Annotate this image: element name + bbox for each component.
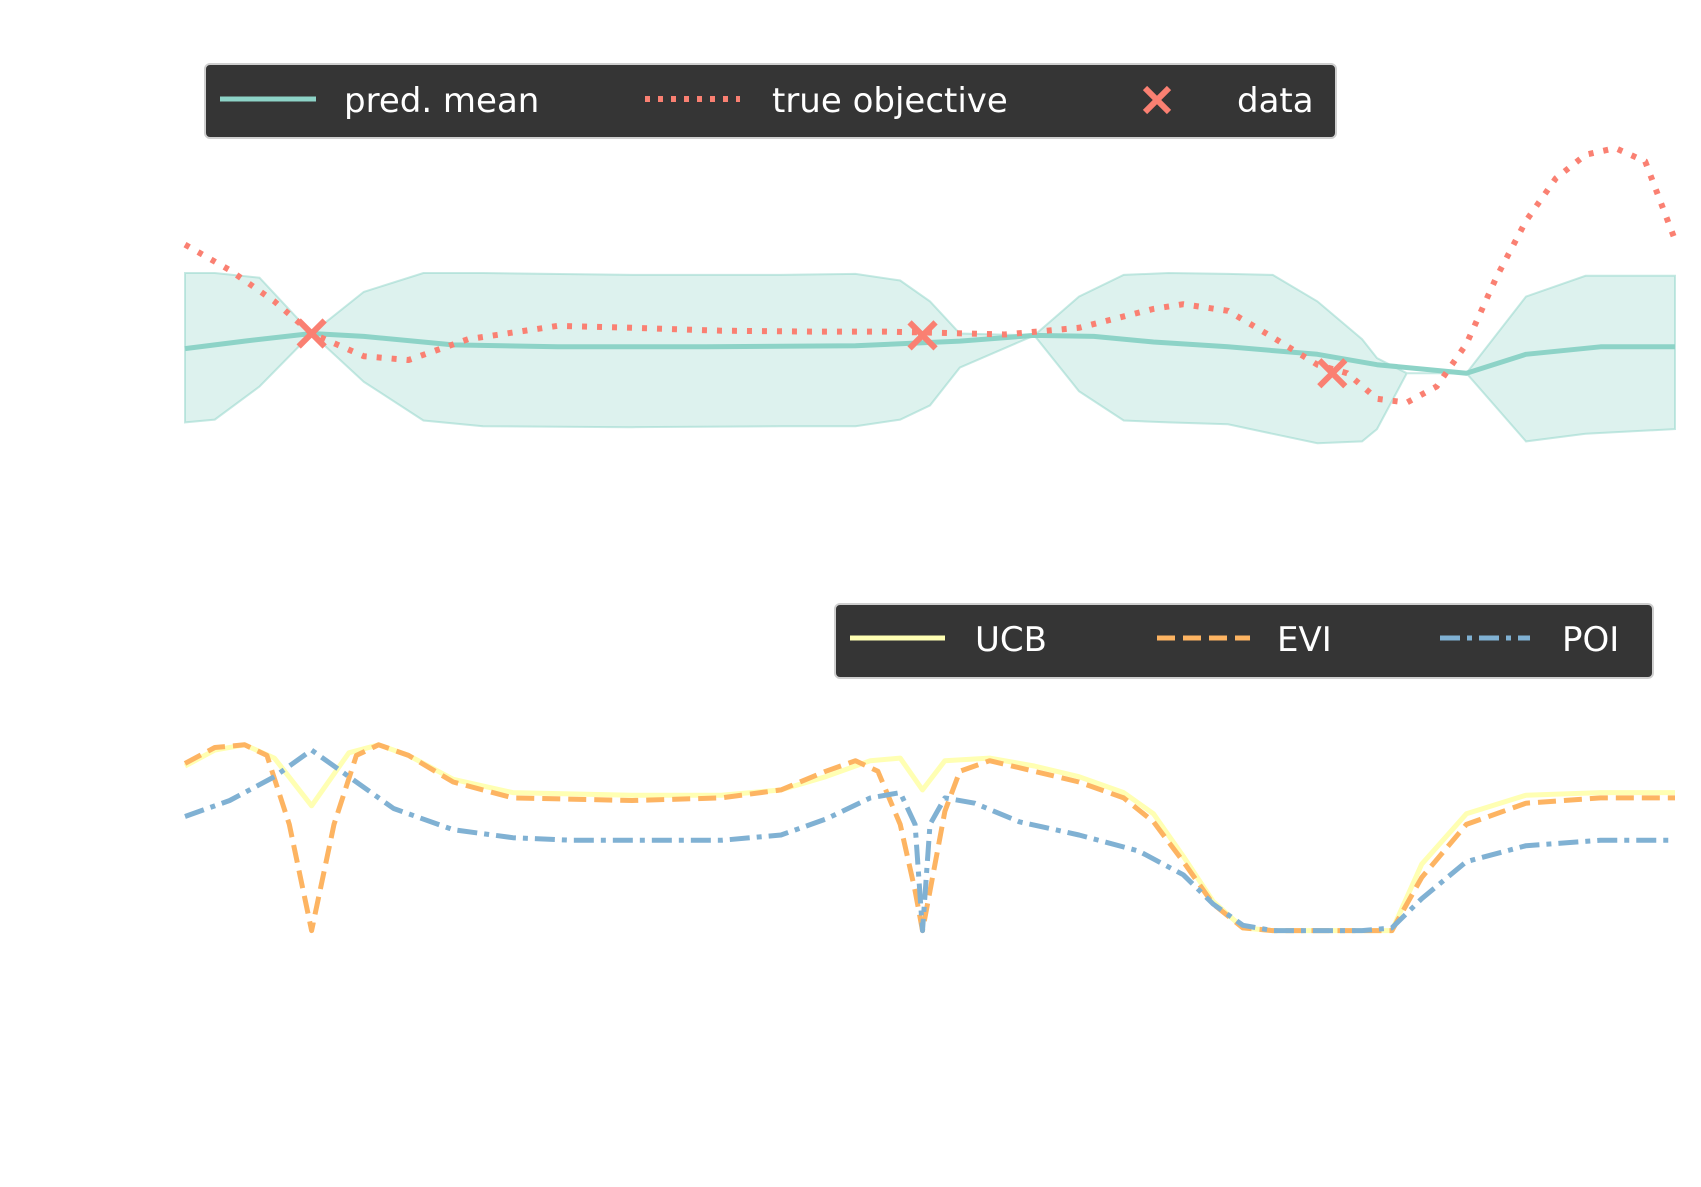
top-legend: pred. mean true objective data: [204, 63, 1337, 139]
confidence-band: [184, 271, 1676, 445]
series-evi-line: [183, 742, 1675, 934]
legend-true-objective-label: true objective: [772, 81, 1008, 121]
bottom-legend-box: [834, 603, 1654, 679]
series-pred-mean-line: [184, 331, 1675, 376]
bottom-plot: [183, 742, 1675, 934]
data-point-marker: [296, 318, 327, 349]
series-true-objective-line: [183, 145, 1678, 406]
legend-evi-label: EVI: [1277, 620, 1332, 660]
series-ucb-line: [183, 742, 1675, 934]
legend-data-label: data: [1237, 81, 1314, 121]
legend-poi-label: POI: [1562, 620, 1619, 660]
data-point-marker: [907, 320, 938, 351]
legend-data-marker: [1142, 85, 1172, 115]
top-legend-box: [204, 63, 1337, 139]
series-poi-line: [184, 747, 1675, 934]
legend-pred-mean-label: pred. mean: [344, 81, 539, 121]
legend-ucb-label: UCB: [975, 620, 1047, 660]
bottom-legend: UCB EVI POI: [834, 603, 1654, 679]
top-plot: [183, 145, 1678, 445]
data-point-marker: [1317, 358, 1348, 389]
